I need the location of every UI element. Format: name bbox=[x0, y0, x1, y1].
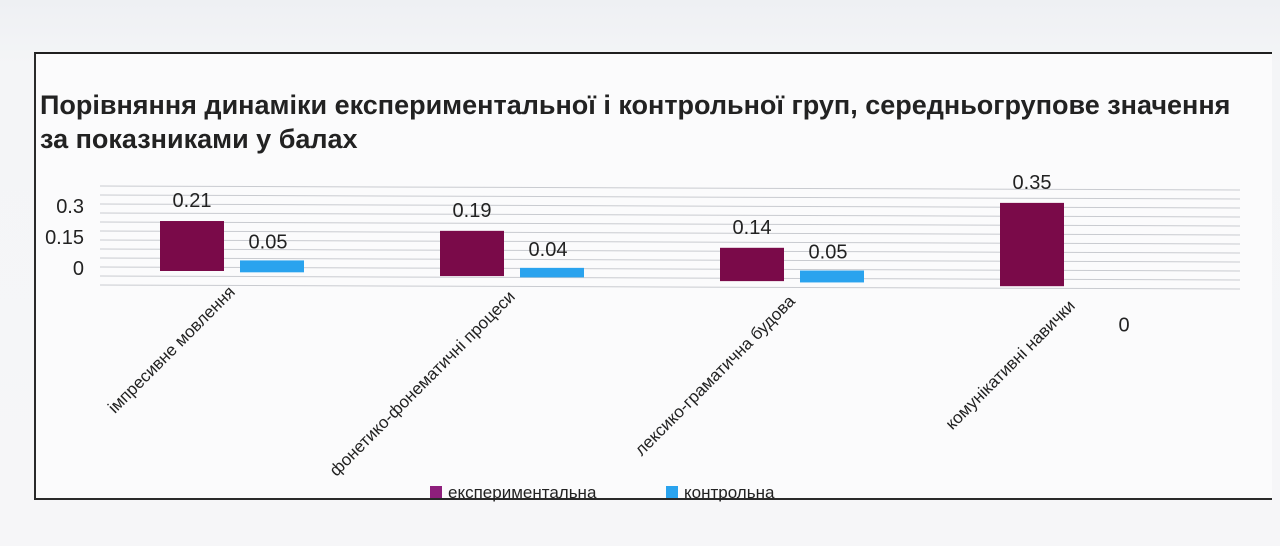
bar-experimental bbox=[720, 247, 784, 282]
bar-control bbox=[800, 270, 864, 283]
bar-control bbox=[240, 260, 304, 273]
data-label-experimental: 0.19 bbox=[453, 200, 492, 222]
y-tick-label: 0.15 bbox=[45, 227, 84, 249]
legend: експериментальна контрольна bbox=[430, 483, 775, 502]
bar-control bbox=[520, 267, 584, 278]
legend-swatch-experimental bbox=[430, 486, 442, 498]
category-label: імпресивне мовлення bbox=[104, 282, 239, 417]
bar-experimental bbox=[440, 230, 504, 277]
data-label-control: 0.04 bbox=[529, 239, 568, 261]
gridline bbox=[99, 284, 1241, 290]
legend-label-experimental: експериментальна bbox=[448, 483, 597, 502]
gridline bbox=[99, 275, 1241, 281]
y-tick-label: 0.3 bbox=[56, 196, 84, 218]
chart-title: Порівняння динаміки експериментальної і … bbox=[40, 90, 1231, 154]
bar-experimental bbox=[160, 221, 224, 271]
category-label: комунікативні навички bbox=[942, 296, 1079, 433]
y-axis-ticks: 0.3 0.15 0 bbox=[45, 196, 84, 280]
y-tick-label: 0 bbox=[73, 258, 84, 280]
data-labels: 0.21 0.05 0.19 0.04 0.14 0.05 0.35 0 bbox=[173, 172, 1130, 337]
gridline bbox=[99, 212, 1241, 218]
category-label: фонетико-фонематичні процеси bbox=[326, 287, 519, 480]
legend-swatch-control bbox=[666, 486, 678, 498]
data-label-experimental: 0.14 bbox=[733, 217, 772, 239]
bar-experimental bbox=[1000, 202, 1064, 287]
data-label-control: 0.05 bbox=[809, 242, 848, 264]
legend-label-control: контрольна bbox=[684, 483, 775, 502]
category-labels: імпресивне мовлення фонетико-фонематичні … bbox=[104, 282, 1079, 480]
data-label-experimental: 0.35 bbox=[1013, 172, 1052, 194]
gridline bbox=[99, 203, 1241, 209]
data-label-control: 0.05 bbox=[249, 231, 288, 253]
data-label-control: 0 bbox=[1118, 315, 1129, 337]
data-label-experimental: 0.21 bbox=[173, 190, 212, 212]
gridline bbox=[99, 194, 1241, 200]
bars bbox=[160, 202, 1064, 287]
gridline bbox=[99, 185, 1241, 191]
gridline bbox=[99, 221, 1241, 227]
category-label: лексико-граматична будова bbox=[631, 291, 799, 459]
